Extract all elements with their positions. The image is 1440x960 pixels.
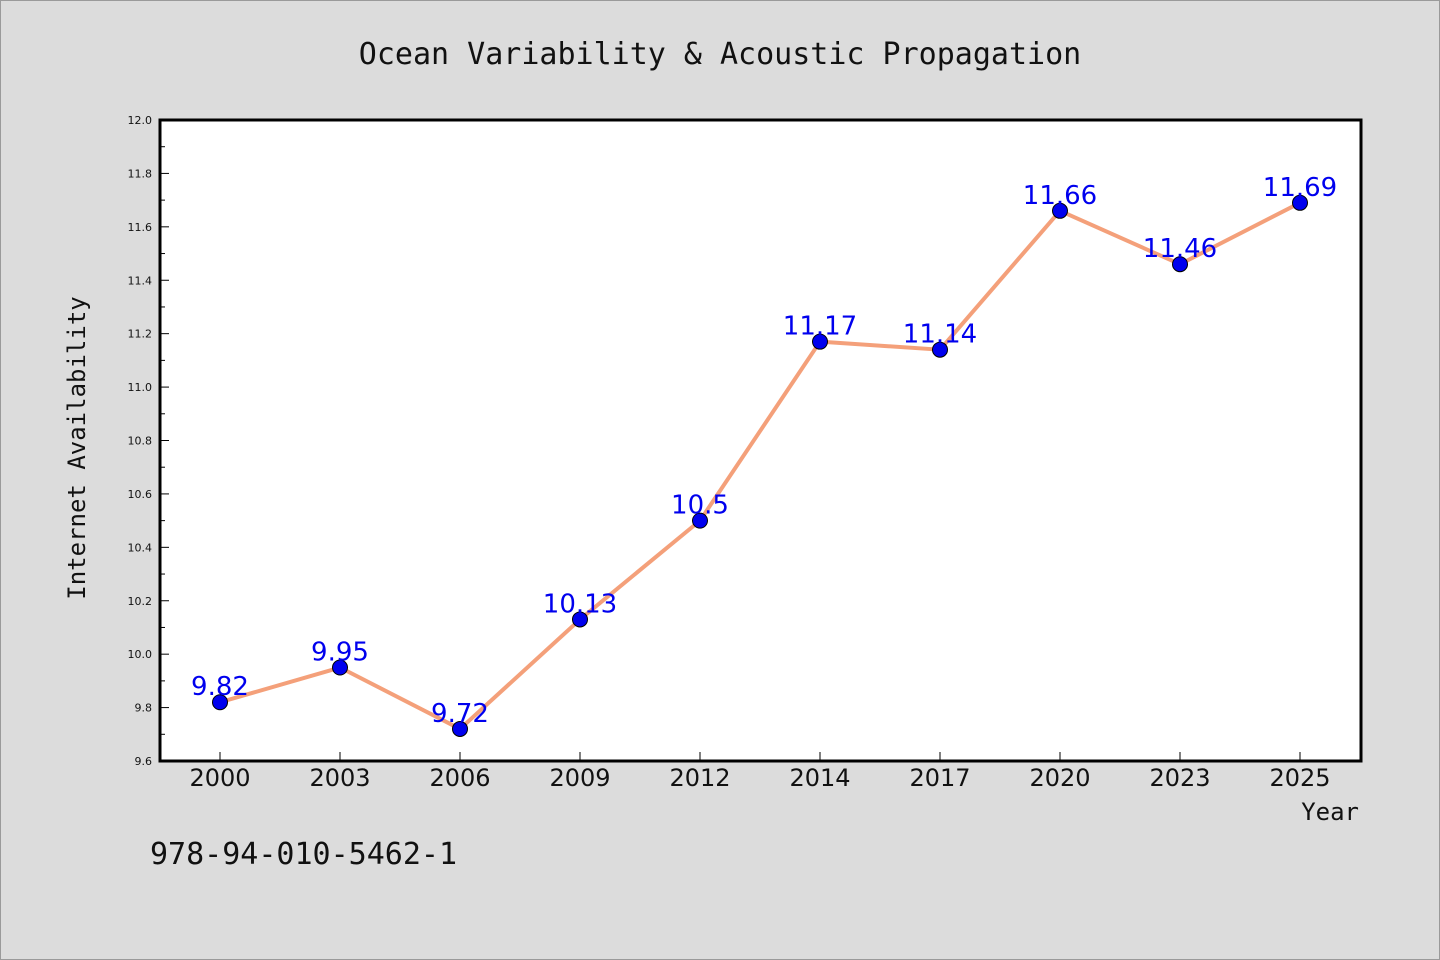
data-point xyxy=(932,341,948,358)
x-axis: 2000 2003 2006 2009 2012 2014 2017 2020 2023 2025 xyxy=(189,752,1331,792)
y-tick-label: 10.0 xyxy=(128,648,153,661)
y-tick-label: 11.4 xyxy=(128,274,153,287)
data-label: 9.95 xyxy=(311,638,369,668)
x-tick-label: 2012 xyxy=(669,764,730,792)
data-point xyxy=(1292,194,1308,211)
x-axis-title: Year xyxy=(1301,798,1359,826)
y-axis-title: Internet Availability xyxy=(63,296,91,599)
y-tick-label: 11.2 xyxy=(128,328,153,341)
series-line xyxy=(219,201,1301,731)
y-tick-label: 12.0 xyxy=(128,114,153,127)
y-tick-label: 9.8 xyxy=(135,702,153,715)
data-label: 11.17 xyxy=(783,312,857,342)
data-label: 9.82 xyxy=(191,672,249,702)
x-tick-label: 2023 xyxy=(1149,764,1210,792)
x-tick-label: 2025 xyxy=(1269,764,1330,792)
y-tick-label: 11.8 xyxy=(128,167,153,180)
data-label: 10.13 xyxy=(543,589,617,619)
data-point xyxy=(332,659,348,676)
y-axis: 9.6 9.8 10.0 10.2 10.4 10.6 10.8 11.0 11.2 11.4 11… xyxy=(128,114,169,768)
x-tick-label: 2006 xyxy=(429,764,490,792)
x-tick-label: 2017 xyxy=(909,764,970,792)
data-point xyxy=(692,512,708,529)
data-point xyxy=(452,720,468,737)
x-tick-label: 2009 xyxy=(549,764,610,792)
x-tick-label: 2003 xyxy=(309,764,370,792)
x-tick-label: 2020 xyxy=(1029,764,1090,792)
isbn-label: 978-94-010-5462-1 xyxy=(150,837,457,872)
x-tick-label: 2000 xyxy=(189,764,250,792)
data-point xyxy=(212,694,228,711)
data-point xyxy=(572,611,588,628)
y-tick-label: 11.0 xyxy=(128,381,153,394)
series-layer xyxy=(212,194,1308,737)
data-label: 9.72 xyxy=(431,699,489,729)
data-label: 10.5 xyxy=(671,491,729,521)
y-tick-label: 10.2 xyxy=(128,595,153,608)
y-tick-label: 11.6 xyxy=(128,221,153,234)
data-point xyxy=(812,333,828,350)
chart-title: Ocean Variability & Acoustic Propagation xyxy=(359,37,1081,72)
data-point xyxy=(1172,256,1188,273)
y-tick-label: 10.6 xyxy=(128,488,153,501)
data-label: 11.46 xyxy=(1143,234,1217,264)
y-tick-label: 10.8 xyxy=(128,435,153,448)
data-labels: 9.82 9.95 9.72 10.13 10.5 11.17 11.14 11.66 11.4… xyxy=(191,173,1337,729)
y-tick-label: 10.4 xyxy=(128,541,153,554)
data-label: 11.14 xyxy=(903,320,977,350)
data-label: 11.69 xyxy=(1263,173,1337,203)
y-tick-label: 9.6 xyxy=(135,755,153,768)
data-label: 11.66 xyxy=(1023,181,1097,211)
data-point xyxy=(1052,202,1068,219)
plot-area xyxy=(158,118,1363,763)
x-tick-label: 2014 xyxy=(789,764,850,792)
